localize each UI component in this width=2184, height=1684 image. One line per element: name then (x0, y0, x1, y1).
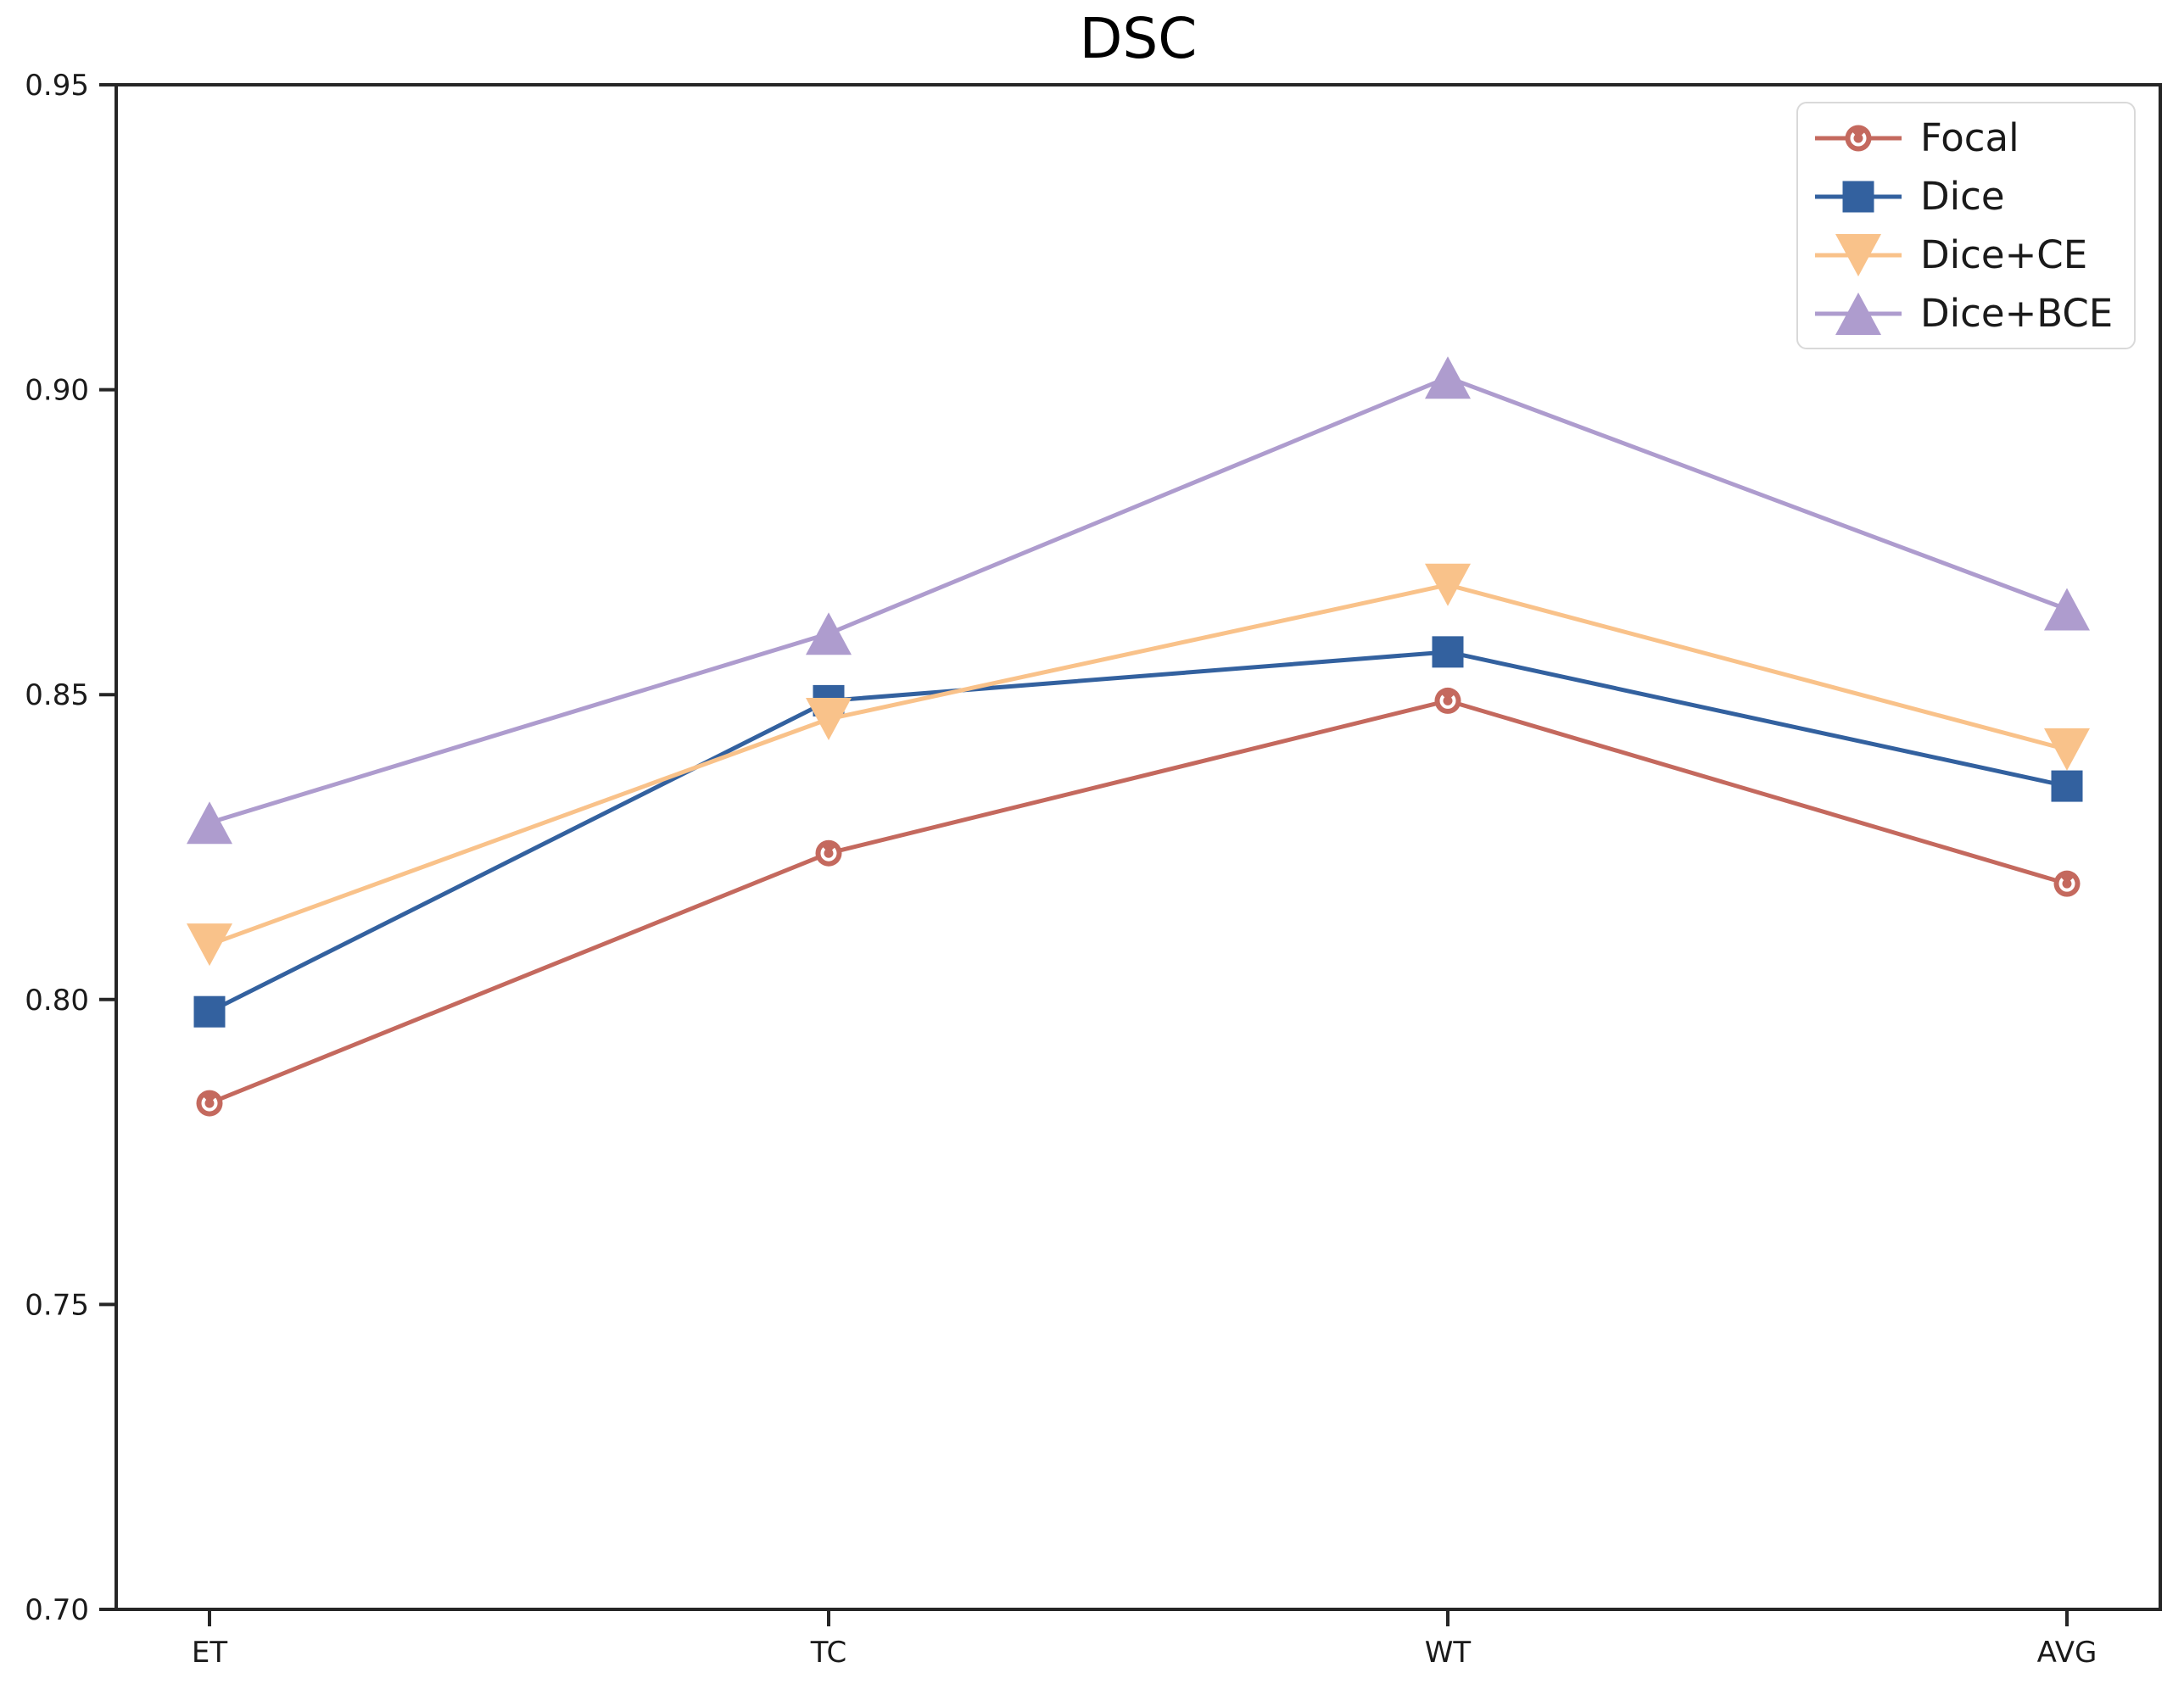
legend-label: Dice (1920, 174, 2005, 219)
data-point-triangle-down (187, 923, 232, 967)
data-point-triangle-up (806, 612, 852, 655)
x-tick-label: WT (1425, 1636, 1472, 1670)
legend-item-dice-ce: Dice+CE (1812, 230, 2134, 281)
legend-label: Dice+BCE (1920, 291, 2114, 336)
x-tick-label: AVG (2037, 1636, 2097, 1670)
data-point-square (193, 995, 226, 1028)
data-point-triangle-down (2044, 728, 2090, 771)
y-tick-label: 0.95 (25, 69, 89, 103)
chart-title: DSC (1079, 6, 1198, 71)
data-point-square (2051, 770, 2083, 802)
x-tick-label: TC (810, 1636, 847, 1670)
data-point-circle-ring (1439, 692, 1456, 709)
y-tick-label: 0.80 (25, 984, 89, 1018)
legend-marker-circle-icon (1815, 125, 1902, 151)
data-point-triangle-down (1425, 563, 1471, 606)
legend-marker-triangle-down-icon (1815, 233, 1902, 276)
series-line-dice+bce (209, 375, 2068, 825)
legend: Focal Dice Dice+CE Dice+BCE (1796, 102, 2136, 349)
data-point-triangle-up (1425, 356, 1471, 399)
data-point-triangle-up (187, 801, 232, 845)
legend-label: Focal (1920, 115, 2019, 160)
data-point-square (1432, 636, 1464, 668)
x-tick-label: ET (192, 1636, 227, 1670)
legend-item-focal: Focal (1812, 113, 2134, 164)
y-tick-label: 0.70 (25, 1593, 89, 1627)
series-line-focal (209, 698, 2068, 1106)
data-point-circle-ring (820, 845, 837, 862)
data-point-triangle-up (2044, 588, 2090, 631)
y-tick-label: 0.90 (25, 374, 89, 408)
series-line-dice (208, 650, 2068, 1014)
legend-item-dice-bce: Dice+BCE (1812, 288, 2134, 339)
legend-item-dice: Dice (1812, 171, 2134, 222)
data-point-triangle-down (806, 697, 852, 740)
y-tick-label: 0.75 (25, 1288, 89, 1322)
data-point-circle (2053, 870, 2081, 897)
plot-frame (115, 83, 2162, 1611)
legend-label: Dice+CE (1920, 232, 2088, 277)
legend-marker-triangle-up-icon (1815, 292, 1902, 335)
data-point-circle-ring (2058, 875, 2075, 892)
data-point-circle (815, 839, 842, 867)
data-point-circle (196, 1090, 223, 1117)
y-tick-label: 0.85 (25, 678, 89, 712)
data-point-circle-ring (201, 1095, 218, 1112)
legend-marker-square-icon (1815, 181, 1902, 212)
series-line-dice+ce (209, 583, 2068, 947)
data-point-circle (1434, 687, 1461, 714)
